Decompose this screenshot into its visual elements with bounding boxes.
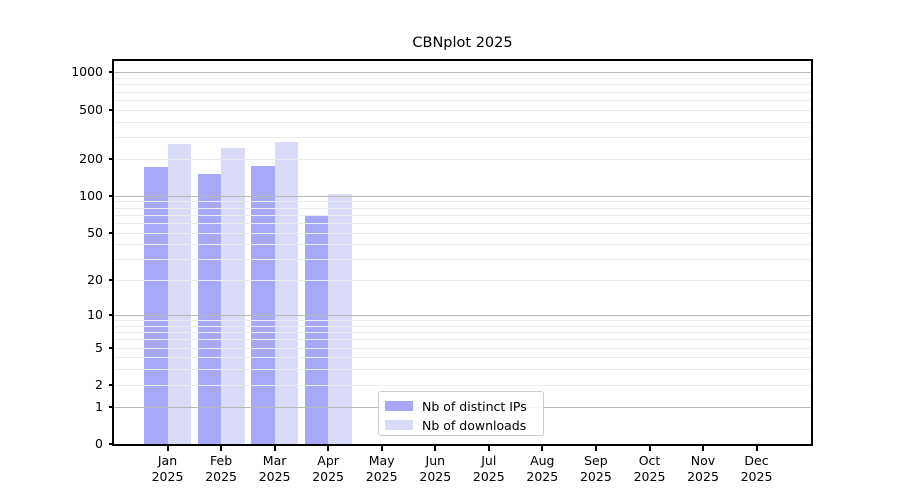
legend-item-downloads: Nb of downloads [385,417,543,433]
plot-area-frame [112,59,813,446]
x-tick [220,446,223,451]
y-tick-label: 1 [95,398,103,414]
gridline-major [114,72,811,74]
y-tick-label: 100 [79,187,103,203]
x-tick [648,446,651,451]
bar-downloads [328,194,352,444]
x-tick [380,446,383,451]
bar-downloads [167,143,191,444]
y-tick-label: 500 [79,101,103,117]
gridline-minor [114,325,811,327]
gridline-minor [114,158,811,160]
x-tick-label: May 2025 [365,453,398,484]
x-tick-label: Jun 2025 [419,453,452,484]
y-tick [109,383,114,386]
gridline-minor [114,320,811,322]
y-tick [109,71,114,74]
x-tick-label: Apr 2025 [312,453,344,484]
chart-title: CBNplot 2025 [412,35,513,51]
gridline-minor [114,357,811,359]
x-tick-label: Mar 2025 [258,453,291,484]
y-tick-label: 0 [95,436,103,451]
gridline-minor [114,332,811,334]
gridline-minor [114,339,811,341]
bar-distinct-ips [304,216,329,444]
y-tick [109,405,114,408]
y-tick-label: 1000 [71,64,103,80]
y-tick-label: 2 [95,376,103,392]
gridline-minor [114,222,811,224]
legend-label-downloads: Nb of downloads [422,417,527,433]
legend-swatch-downloads [385,420,413,430]
gridline-minor [114,99,811,101]
gridline-minor [114,109,811,111]
x-tick [327,446,330,451]
x-tick-label: Nov 2025 [687,453,719,484]
gridline-major [114,195,811,197]
gridline-minor [114,214,811,216]
y-tick [109,231,114,234]
gridline-minor [114,201,811,203]
bar-distinct-ips [144,166,168,444]
y-tick-label: 10 [87,307,103,322]
gridline-minor [114,232,811,234]
gridline-minor [114,137,811,138]
x-tick [594,446,597,451]
legend-label-distinct-ips: Nb of distinct IPs [422,398,527,414]
x-tick [702,446,704,451]
gridline-minor [114,384,811,386]
x-tick-label: Jan 2025 [151,453,184,484]
x-tick-label: Oct 2025 [633,453,666,484]
y-tick [109,157,114,160]
bar-downloads [274,142,299,444]
x-tick [541,446,544,451]
y-tick-label: 20 [87,272,103,288]
y-tick [109,314,114,316]
gridline-minor [114,259,811,261]
y-tick [109,346,114,349]
y-tick [109,443,114,445]
y-tick [109,279,114,282]
y-tick [109,108,114,111]
gridline-major [114,315,811,316]
x-tick [487,446,490,451]
legend: Nb of distinct IPs Nb of downloads [378,391,544,436]
x-tick-label: Jul 2025 [472,453,505,484]
gridline-minor [114,78,811,79]
y-tick-label: 50 [87,224,103,240]
y-tick-label: 200 [79,150,103,166]
gridline-minor [114,207,811,209]
x-tick [166,446,169,451]
gridline-minor [114,244,811,246]
x-tick [273,446,276,451]
x-tick-label: Feb 2025 [205,453,237,484]
x-tick-label: Dec 2025 [740,453,773,484]
gridline-minor [114,369,811,371]
bar-distinct-ips [197,174,222,444]
gridline-minor [114,91,811,93]
x-tick-label: Sep 2025 [579,453,612,484]
y-tick-label: 5 [95,339,103,355]
x-tick-label: Aug 2025 [526,453,559,484]
x-tick [755,446,758,451]
legend-swatch-distinct-ips [385,401,413,411]
y-tick [109,194,114,197]
bar-distinct-ips [251,165,275,444]
gridline-minor [114,280,811,282]
gridline-minor [114,347,811,349]
legend-item-distinct-ips: Nb of distinct IPs [385,398,543,414]
gridline-minor [114,84,811,86]
x-tick [434,446,437,451]
gridline-minor [114,121,811,123]
